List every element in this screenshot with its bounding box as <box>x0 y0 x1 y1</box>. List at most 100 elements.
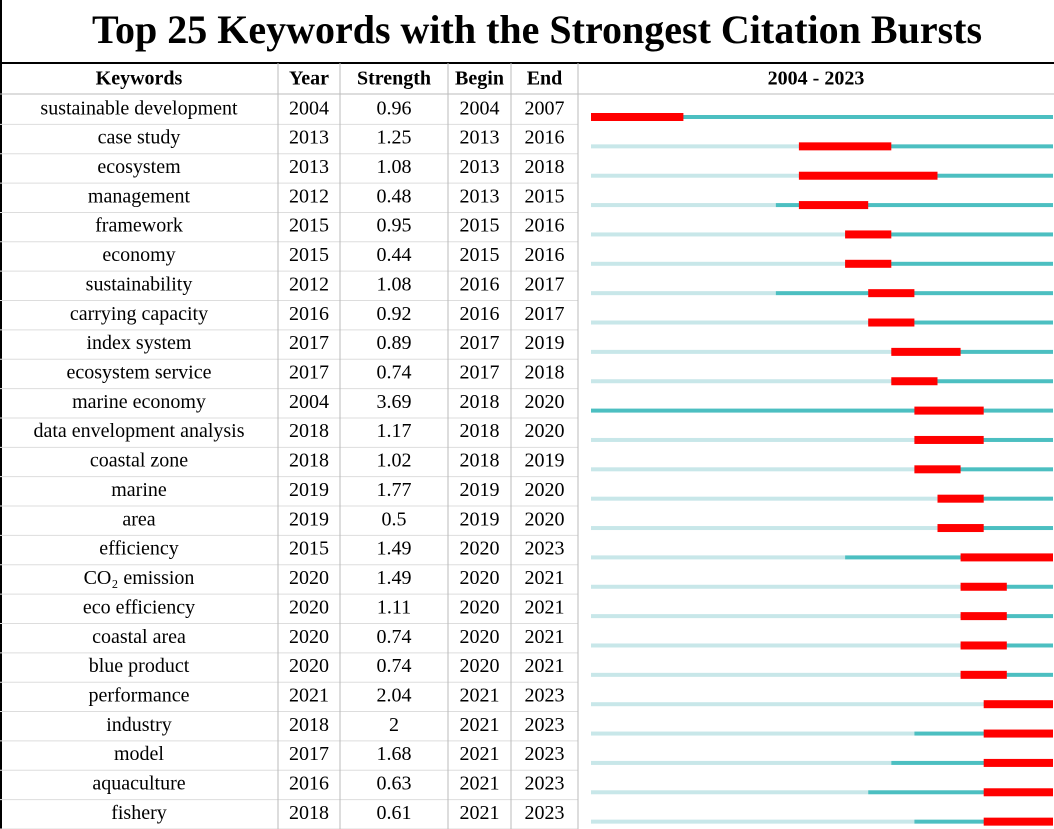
burst <box>845 230 892 239</box>
cell-keyword: blue product <box>89 655 190 677</box>
column-header: Begin <box>455 68 504 90</box>
active-span <box>937 496 1053 501</box>
inactive-span <box>591 672 961 677</box>
cell-keyword: fishery <box>111 802 167 824</box>
cell-year: 2018 <box>289 450 329 472</box>
burst <box>845 259 892 268</box>
cell-year: 2004 <box>289 391 329 413</box>
cell-strength: 0.89 <box>377 332 412 354</box>
cell-begin: 2019 <box>460 479 500 501</box>
cell-year: 2017 <box>289 362 329 384</box>
cell-end: 2020 <box>525 391 565 413</box>
cell-begin: 2016 <box>460 273 500 295</box>
cell-year: 2016 <box>289 303 329 325</box>
cell-end: 2023 <box>525 684 565 706</box>
cell-year: 2016 <box>289 773 329 795</box>
cell-end: 2023 <box>525 743 565 765</box>
cell-end: 2023 <box>525 802 565 824</box>
cell-strength: 1.49 <box>377 538 412 560</box>
cell-begin: 2021 <box>460 773 500 795</box>
cell-end: 2023 <box>525 538 565 560</box>
inactive-span <box>591 790 869 795</box>
burst <box>960 582 1007 591</box>
inactive-span <box>591 349 892 354</box>
cell-strength: 1.17 <box>377 420 412 442</box>
active-span <box>868 320 1053 325</box>
cell-keyword: economy <box>102 244 175 266</box>
cell-begin: 2020 <box>460 626 500 648</box>
cell-strength: 1.02 <box>377 450 412 472</box>
cell-year: 2020 <box>289 655 329 677</box>
burst <box>960 553 1053 562</box>
active-span <box>891 379 1053 384</box>
inactive-span <box>591 144 799 149</box>
cell-strength: 0.96 <box>377 97 412 119</box>
active-span <box>845 232 1053 237</box>
cell-year: 2020 <box>289 567 329 589</box>
cell-end: 2017 <box>525 273 565 295</box>
cell-end: 2023 <box>525 773 565 795</box>
burst <box>960 641 1007 650</box>
cell-begin: 2021 <box>460 802 500 824</box>
cell-strength: 1.25 <box>377 127 412 149</box>
cell-year: 2015 <box>289 215 329 237</box>
cell-strength: 1.68 <box>377 743 412 765</box>
burst <box>937 524 984 533</box>
inactive-span <box>591 173 799 178</box>
cell-end: 2020 <box>525 420 565 442</box>
cell-year: 2012 <box>289 273 329 295</box>
inactive-span <box>591 467 915 472</box>
cell-year: 2012 <box>289 185 329 207</box>
burst <box>868 318 915 327</box>
cell-strength: 0.61 <box>377 802 412 824</box>
column-header: 2004 - 2023 <box>768 68 865 90</box>
cell-strength: 0.74 <box>377 362 412 384</box>
cell-end: 2019 <box>525 332 565 354</box>
inactive-span <box>591 643 961 648</box>
active-span <box>891 349 1053 354</box>
cell-year: 2021 <box>289 684 329 706</box>
cell-keyword: ecosystem service <box>67 362 212 384</box>
cell-keyword: efficiency <box>99 538 179 560</box>
cell-strength: 0.5 <box>382 508 407 530</box>
column-header: Year <box>289 68 329 90</box>
cell-end: 2021 <box>525 567 565 589</box>
inactive-span <box>591 437 915 442</box>
cell-strength: 1.08 <box>377 273 412 295</box>
cell-strength: 1.08 <box>377 156 412 178</box>
cell-begin: 2017 <box>460 332 500 354</box>
cell-end: 2023 <box>525 714 565 736</box>
cell-keyword: marine economy <box>72 391 206 413</box>
cell-strength: 0.48 <box>377 185 412 207</box>
cell-keyword: model <box>114 743 164 765</box>
cell-begin: 2016 <box>460 303 500 325</box>
cell-keyword: industry <box>106 714 172 736</box>
cell-keyword: index system <box>87 332 192 354</box>
column-header: Strength <box>357 68 431 90</box>
cell-end: 2016 <box>525 244 565 266</box>
active-span <box>798 144 1053 149</box>
inactive-span <box>591 584 961 589</box>
cell-strength: 2 <box>389 714 399 736</box>
cell-begin: 2013 <box>460 127 500 149</box>
cell-keyword: performance <box>88 684 189 706</box>
cell-end: 2016 <box>525 215 565 237</box>
burst <box>891 377 938 386</box>
burst <box>914 465 961 474</box>
cell-keyword: data envelopment analysis <box>33 420 244 442</box>
active-span <box>845 555 1053 560</box>
cell-keyword: marine <box>111 479 167 501</box>
inactive-span <box>591 760 892 765</box>
inactive-span <box>591 203 776 208</box>
cell-begin: 2020 <box>460 567 500 589</box>
cell-strength: 0.44 <box>377 244 412 266</box>
cell-end: 2020 <box>525 479 565 501</box>
cell-begin: 2017 <box>460 362 500 384</box>
cell-keyword: case study <box>98 127 181 149</box>
cell-begin: 2021 <box>460 684 500 706</box>
cell-begin: 2015 <box>460 244 500 266</box>
cell-strength: 1.77 <box>377 479 412 501</box>
active-span <box>914 467 1053 472</box>
inactive-span <box>591 261 846 266</box>
burst <box>914 435 984 444</box>
